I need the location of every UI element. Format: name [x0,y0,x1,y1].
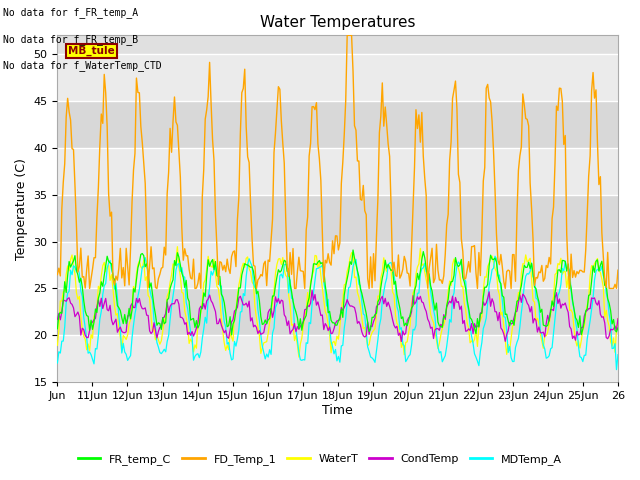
Bar [58,101,618,148]
Bar [58,241,618,288]
Text: No data for f_WaterTemp_CTD: No data for f_WaterTemp_CTD [3,60,162,71]
X-axis label: Time: Time [323,404,353,417]
Text: No data for f_FR_temp_A: No data for f_FR_temp_A [3,7,138,18]
Bar [58,148,618,195]
Bar [58,288,618,336]
Title: Water Temperatures: Water Temperatures [260,15,415,30]
Bar [58,336,618,382]
Bar [58,54,618,101]
Text: No data for f_FR_temp_B: No data for f_FR_temp_B [3,34,138,45]
Y-axis label: Temperature (C): Temperature (C) [15,158,28,260]
Legend: FR_temp_C, FD_Temp_1, WaterT, CondTemp, MDTemp_A: FR_temp_C, FD_Temp_1, WaterT, CondTemp, … [74,450,566,469]
Text: MB_tule: MB_tule [68,46,115,56]
Bar [58,195,618,241]
